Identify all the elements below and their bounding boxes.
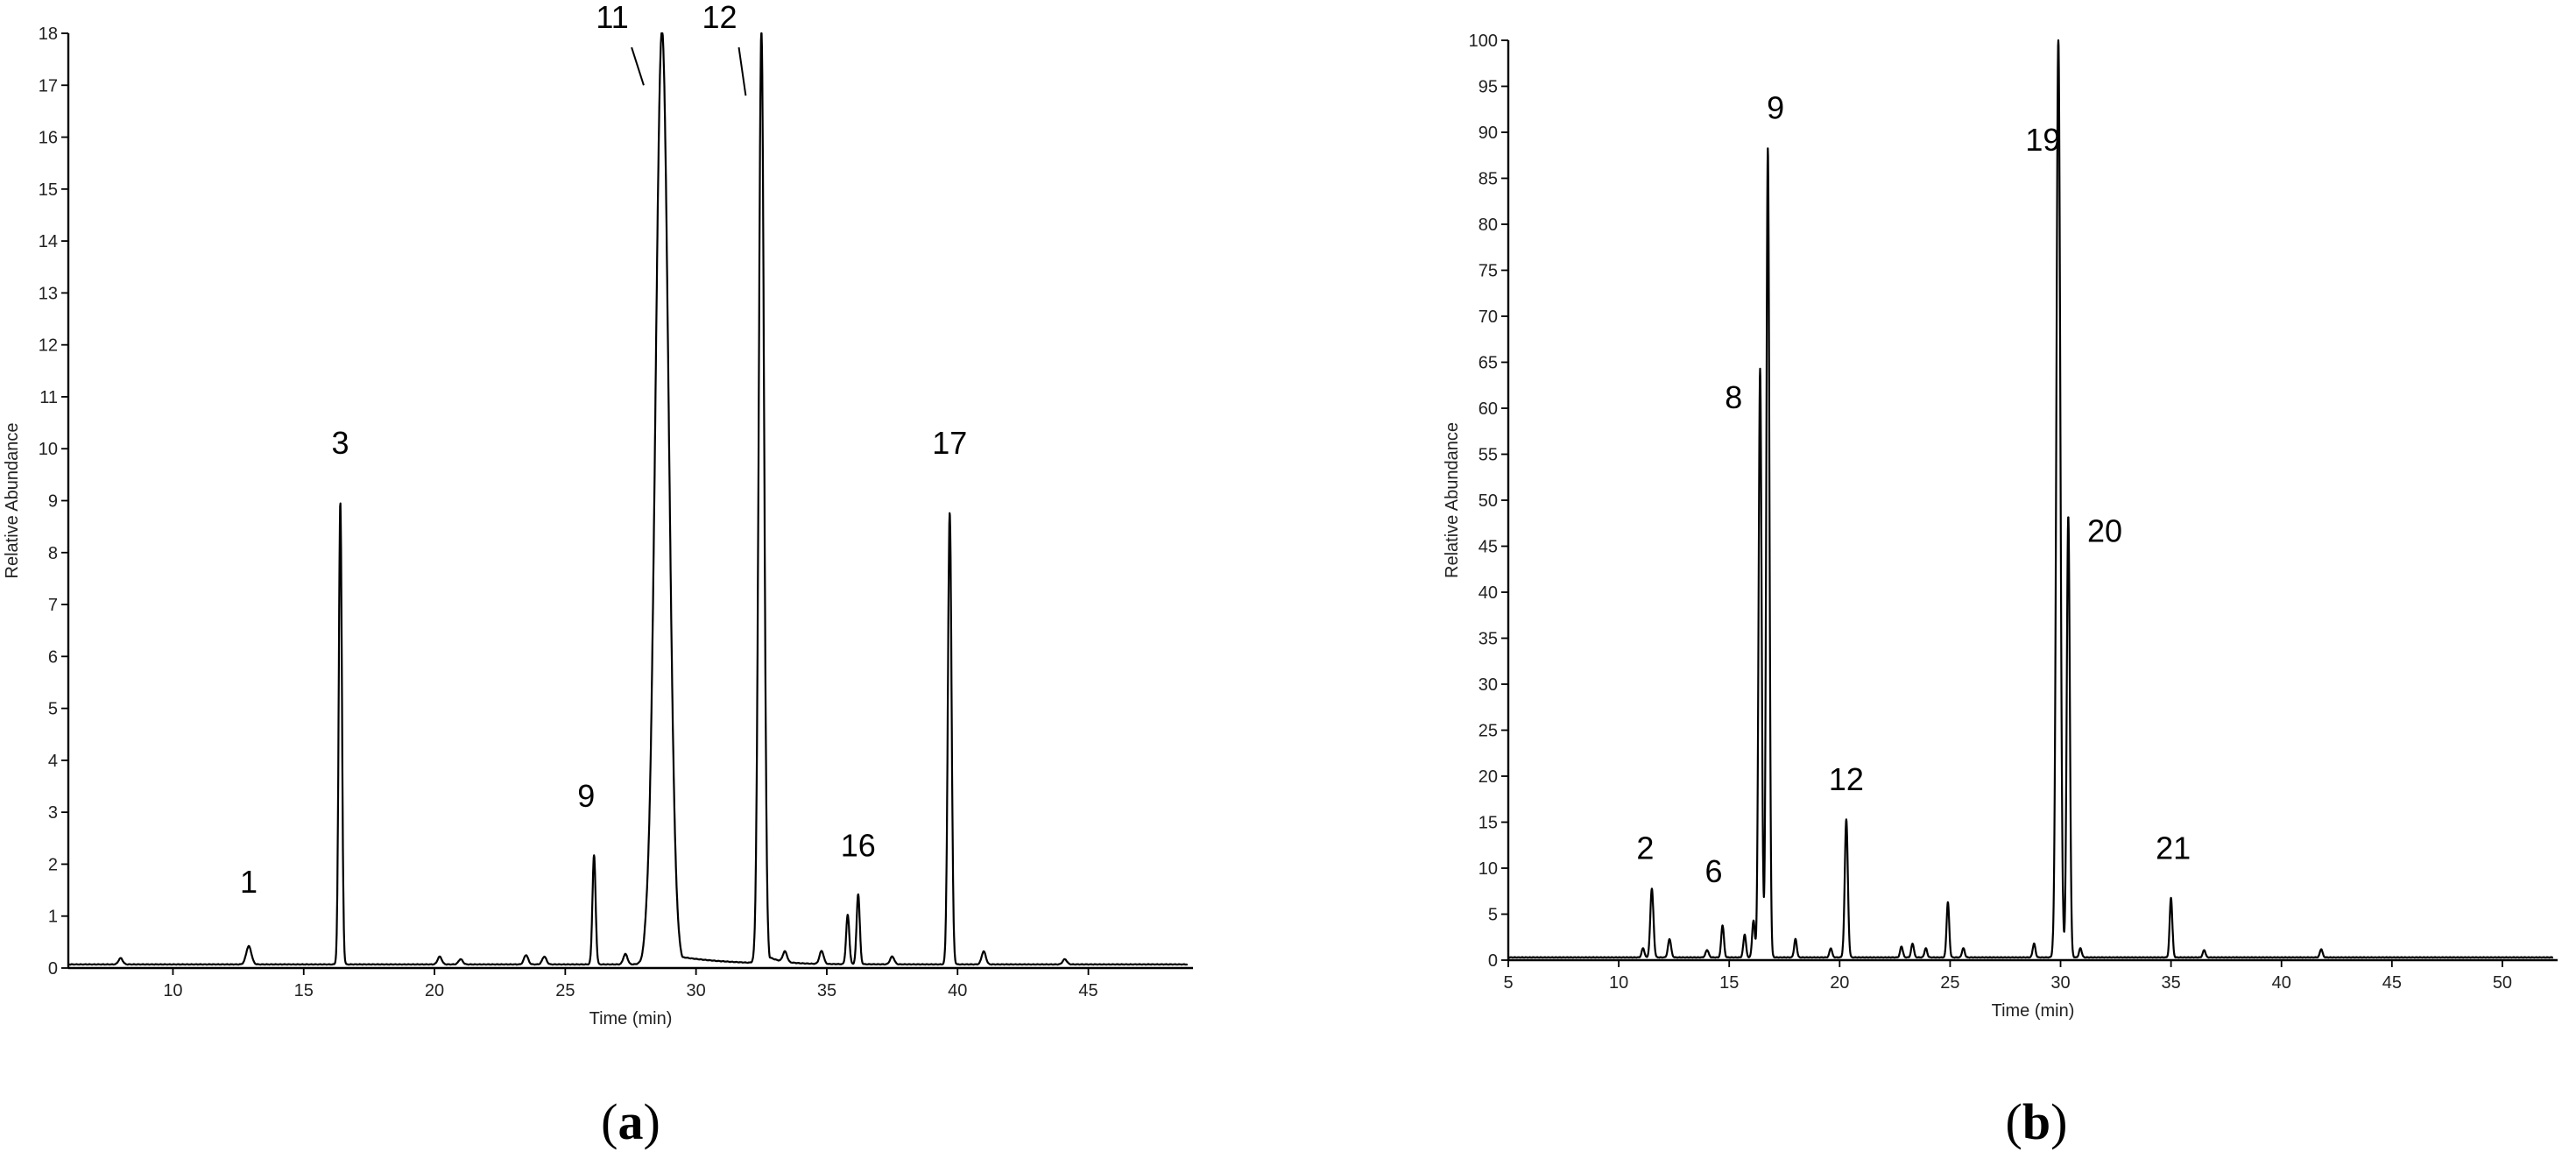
peak-label: 3: [332, 425, 349, 461]
peak-label: 19: [2025, 122, 2060, 158]
peak-leader-line: [631, 46, 645, 86]
x-tick-label: 40: [2272, 973, 2291, 993]
y-tick-label: 90: [1479, 124, 1498, 143]
y-tick-label: 5: [48, 700, 58, 719]
y-tick-label: 35: [1479, 630, 1498, 649]
y-tick-label: 100: [1469, 32, 1498, 51]
peak-leader-line: [738, 46, 747, 96]
y-tick-label: 75: [1479, 262, 1498, 281]
peak-label: 9: [577, 778, 595, 814]
peak-label: 17: [932, 425, 967, 461]
peak-label: 2: [1636, 830, 1654, 866]
y-tick-label: 10: [39, 440, 58, 459]
x-tick-label: 20: [1830, 973, 1849, 993]
y-tick-label: 7: [48, 596, 58, 615]
x-tick-label: 15: [294, 981, 314, 1000]
y-tick-label: 70: [1479, 307, 1498, 327]
y-tick-label: 85: [1479, 170, 1498, 189]
y-tick-label: 45: [1479, 538, 1498, 557]
y-tick-label: 8: [48, 544, 58, 563]
x-tick-label: 35: [2162, 973, 2181, 993]
y-tick-label: 80: [1479, 216, 1498, 235]
peak-label: 11: [596, 0, 628, 35]
y-tick-label: 30: [1479, 675, 1498, 695]
y-tick-label: 13: [39, 284, 58, 303]
chromatogram-trace: [1507, 39, 2554, 959]
x-axis-label: Time (min): [1992, 1001, 2075, 1021]
y-tick-label: 0: [1488, 951, 1498, 971]
y-tick-label: 40: [1479, 583, 1498, 603]
peak-label: 8: [1725, 379, 1742, 415]
x-tick-label: 20: [425, 981, 444, 1000]
y-tick-label: 6: [48, 647, 58, 667]
y-axis-label: Relative Abundance: [3, 423, 22, 579]
y-tick-label: 14: [39, 232, 58, 251]
y-tick-label: 55: [1479, 446, 1498, 465]
peak-label: 1: [240, 864, 258, 900]
x-tick-label: 50: [2493, 973, 2512, 993]
y-tick-label: 25: [1479, 722, 1498, 741]
x-tick-label: 10: [163, 981, 182, 1000]
y-tick-label: 12: [39, 336, 58, 356]
chromatogram-panel-b: 0510152025303540455055606570758085909510…: [1443, 32, 2558, 1021]
peak-label: 16: [841, 828, 876, 864]
peak-label: 12: [702, 0, 738, 35]
y-tick-label: 10: [1479, 859, 1498, 879]
y-tick-label: 2: [48, 855, 58, 874]
peak-label: 9: [1767, 89, 1784, 125]
x-tick-label: 5: [1503, 973, 1513, 993]
panel-b-label: (b): [2006, 1093, 2068, 1150]
y-tick-label: 4: [48, 752, 58, 771]
y-axis-label: Relative Abundance: [1443, 422, 1462, 578]
x-tick-label: 40: [948, 981, 967, 1000]
y-tick-label: 0: [48, 959, 58, 979]
y-tick-label: 60: [1479, 399, 1498, 419]
x-tick-label: 45: [1078, 981, 1097, 1000]
peak-label: 21: [2156, 830, 2191, 866]
y-tick-label: 15: [39, 180, 58, 200]
x-tick-label: 45: [2382, 973, 2402, 993]
peak-label: 12: [1829, 761, 1864, 797]
peak-label: 6: [1705, 853, 1723, 889]
y-tick-label: 65: [1479, 354, 1498, 373]
y-tick-label: 50: [1479, 491, 1498, 511]
y-tick-label: 9: [48, 492, 58, 512]
x-axis-label: Time (min): [589, 1009, 673, 1028]
y-tick-label: 3: [48, 803, 58, 823]
y-tick-label: 20: [1479, 767, 1498, 787]
x-tick-label: 25: [1940, 973, 1959, 993]
peak-label: 20: [2087, 512, 2122, 548]
y-tick-label: 95: [1479, 78, 1498, 97]
y-tick-label: 5: [1488, 906, 1498, 925]
x-tick-label: 35: [817, 981, 836, 1000]
x-tick-label: 30: [2050, 973, 2070, 993]
y-tick-label: 11: [39, 388, 58, 407]
x-tick-label: 15: [1719, 973, 1739, 993]
y-tick-label: 17: [39, 76, 58, 95]
y-tick-label: 1: [48, 908, 58, 927]
x-tick-label: 25: [555, 981, 575, 1000]
y-tick-label: 15: [1479, 814, 1498, 833]
y-tick-label: 18: [39, 25, 58, 44]
y-tick-label: 16: [39, 129, 58, 148]
x-tick-label: 30: [687, 981, 706, 1000]
panel-a-label: (a): [601, 1093, 660, 1150]
chromatogram-trace: [67, 32, 1189, 966]
x-tick-label: 10: [1609, 973, 1628, 993]
